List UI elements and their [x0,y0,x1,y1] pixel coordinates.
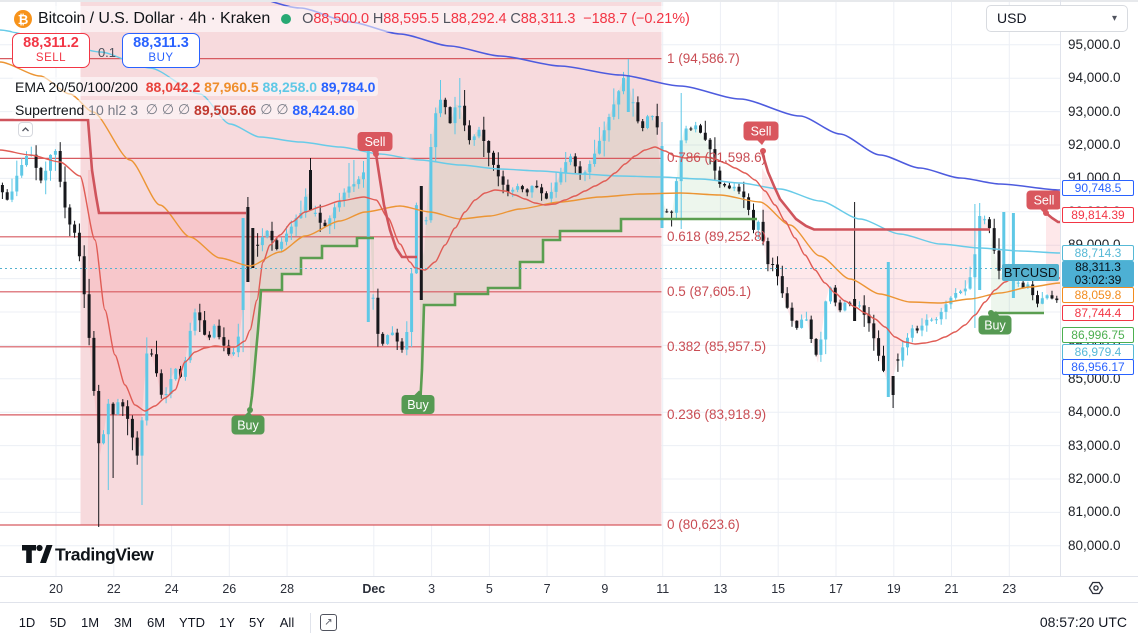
svg-text:TradingView: TradingView [55,545,154,565]
svg-text:Buy: Buy [237,419,259,433]
svg-text:Buy: Buy [407,398,429,412]
svg-text:Sell: Sell [365,135,386,149]
svg-text:Buy: Buy [984,319,1006,333]
svg-text:Sell: Sell [1034,194,1055,208]
svg-text:Sell: Sell [751,125,772,139]
